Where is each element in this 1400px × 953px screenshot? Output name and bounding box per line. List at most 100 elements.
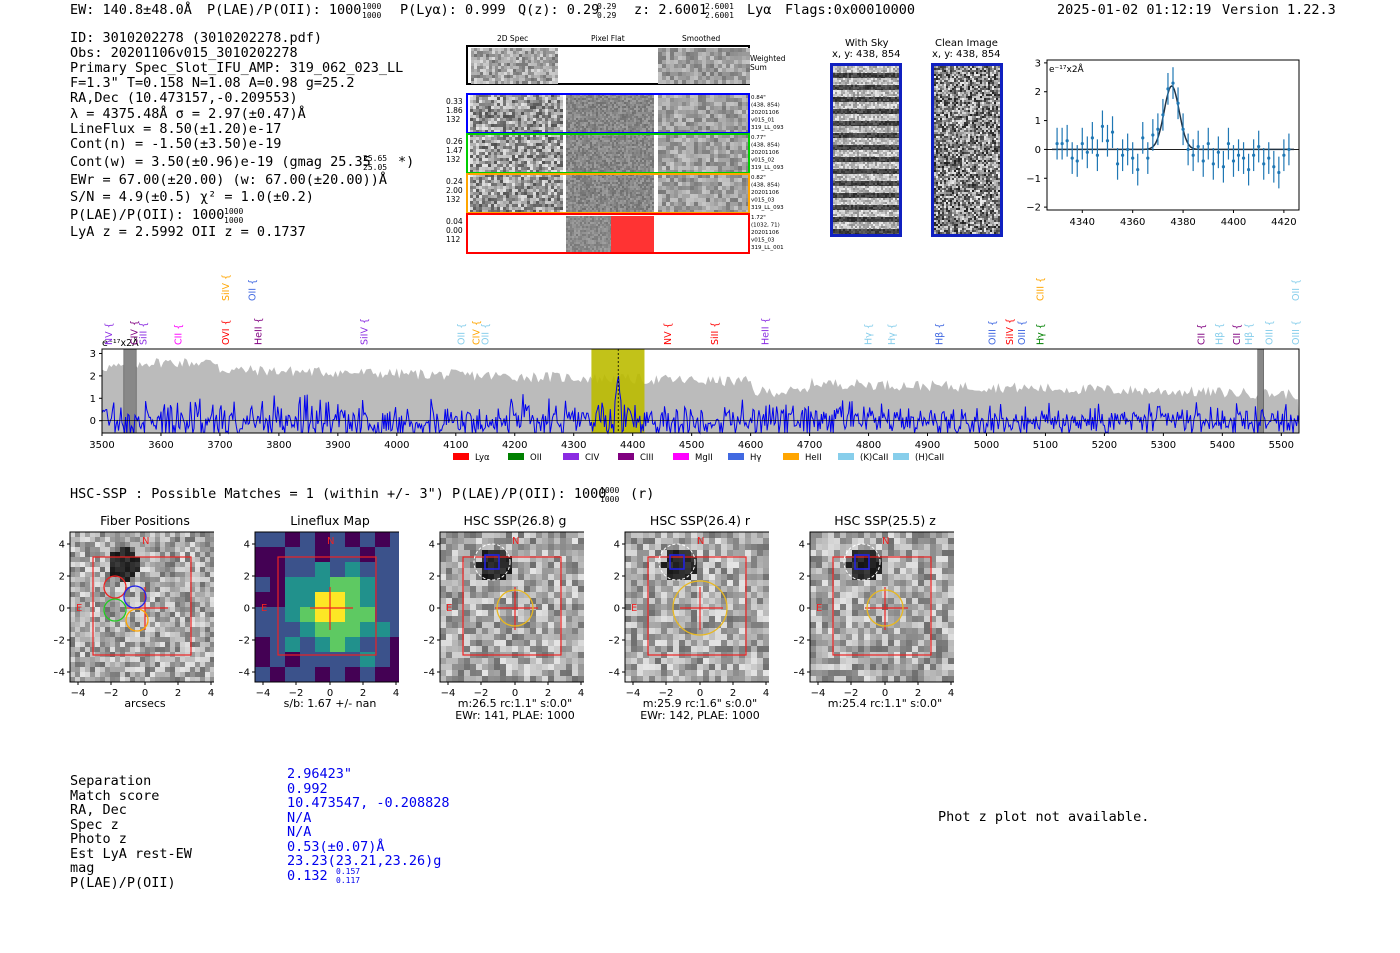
hsc-pixel	[100, 612, 105, 617]
hsc-pixel	[864, 556, 870, 562]
hsc-pixel	[631, 652, 637, 658]
hsc-pixel	[518, 556, 524, 562]
hsc-pixel	[906, 556, 912, 562]
hsc-pixel	[135, 667, 140, 672]
hsc-pixel	[864, 664, 870, 670]
hsc-pixel	[655, 550, 661, 556]
hsc-pixel	[870, 562, 876, 568]
hsc-pixel	[452, 676, 458, 682]
hsc-pixel	[210, 557, 214, 562]
hsc-pixel	[715, 538, 721, 544]
hsc-pixel	[643, 544, 649, 550]
hsc-pixel	[175, 657, 180, 662]
header-version: Version 1.22.3	[1222, 2, 1336, 18]
hsc-pixel	[649, 634, 655, 640]
hsc-pixel	[190, 547, 195, 552]
hsc-pixel	[685, 658, 691, 664]
hsc-pixel	[115, 552, 120, 557]
hsc-pixel	[870, 664, 876, 670]
hsc-pixel	[200, 642, 205, 647]
hsc-pixel	[667, 616, 673, 622]
hsc-pixel	[649, 628, 655, 634]
hsc-pixel	[542, 664, 548, 670]
hsc-pixel	[165, 657, 170, 662]
hsc-pixel	[739, 598, 745, 604]
hsc-pixel	[643, 562, 649, 568]
hsc-pixel	[70, 572, 75, 577]
hsc-pixel	[667, 544, 673, 550]
hsc-pixel	[110, 537, 115, 542]
hsc-pixel	[560, 664, 566, 670]
hsc-pixel	[476, 664, 482, 670]
lineflux-cell	[360, 637, 375, 652]
lineflux-cell	[330, 562, 345, 577]
lineflux-cell	[270, 667, 285, 682]
hsc-pixel	[679, 640, 685, 646]
hsc-pixel	[834, 568, 840, 574]
sky-fiber-strip	[833, 102, 899, 110]
hsc-pixel	[180, 647, 185, 652]
hsc-pixel	[703, 628, 709, 634]
hsc-pixel	[870, 658, 876, 664]
hsc-pixel	[679, 658, 685, 664]
lineflux-cell	[390, 532, 399, 547]
hsc-pixel	[170, 582, 175, 587]
lineflux-cell	[375, 577, 390, 592]
hsc-pixel	[655, 532, 661, 538]
hsc-pixel	[135, 562, 140, 567]
lineflux-cell	[375, 562, 390, 577]
hsc-pixel	[560, 610, 566, 616]
hsc-pixel	[80, 607, 85, 612]
hsc-pixel	[160, 602, 165, 607]
hsc-pixel	[655, 562, 661, 568]
hsc-pixel	[195, 577, 200, 582]
header-datetime: 2025-01-02 01:12:19	[1057, 2, 1212, 18]
hsc-pixel	[900, 670, 906, 676]
hsc-pixel	[709, 664, 715, 670]
hsc-pixel	[828, 634, 834, 640]
hsc-summary-lo: 1000	[600, 495, 620, 504]
hsc-pixel	[150, 642, 155, 647]
hsc-pixel	[661, 628, 667, 634]
hsc-pixel	[70, 557, 75, 562]
hsc-pixel	[625, 580, 631, 586]
hsc-pixel	[195, 537, 200, 542]
hsc-pixel	[834, 634, 840, 640]
hsc-pixel	[530, 574, 536, 580]
hsc-pixel	[145, 597, 150, 602]
hsc-pixel	[95, 607, 100, 612]
hsc-pixel	[160, 647, 165, 652]
hsc-pixel	[858, 580, 864, 586]
hsc-pixel	[185, 577, 190, 582]
hsc-pixel	[852, 592, 858, 598]
hsc-pixel	[482, 598, 488, 604]
hsc-pixel	[763, 532, 769, 538]
hsc-pixel	[120, 617, 125, 622]
hsc-pixel	[140, 672, 145, 677]
hsc-pixel	[115, 672, 120, 677]
hsc-pixel	[703, 598, 709, 604]
hsc-pixel	[697, 574, 703, 580]
hsc-pixel	[195, 547, 200, 552]
hsc-pixel	[637, 592, 643, 598]
hsc-pixel	[733, 562, 739, 568]
hsc-pixel	[105, 582, 110, 587]
full-legend-item: Lyα	[453, 453, 490, 463]
hsc-pixel	[80, 582, 85, 587]
hsc-xtick-label: 4	[763, 688, 769, 699]
zoom-xtick-label: 4420	[1271, 217, 1296, 228]
hsc-pixel	[834, 586, 840, 592]
hsc-pixel	[452, 556, 458, 562]
hsc-pixel	[572, 580, 578, 586]
hsc-pixel	[709, 634, 715, 640]
hsc-pixel	[135, 657, 140, 662]
hsc-pixel	[105, 617, 110, 622]
hsc-pixel	[452, 646, 458, 652]
hsc-pixel	[649, 580, 655, 586]
hsc-pixel	[110, 572, 115, 577]
full-line-label: HeII {	[760, 317, 771, 345]
hsc-pixel	[175, 667, 180, 672]
hsc-pixel	[751, 598, 757, 604]
hsc-pixel	[536, 574, 542, 580]
hsc-pixel	[205, 647, 210, 652]
